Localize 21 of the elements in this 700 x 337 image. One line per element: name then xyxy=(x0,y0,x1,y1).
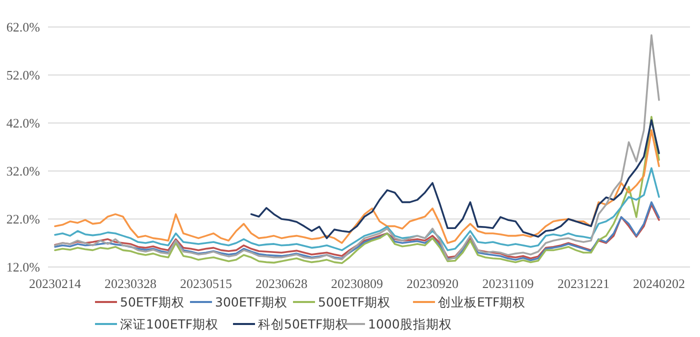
legend-label: 500ETF期权 xyxy=(318,294,391,310)
y-tick-label: 12.0% xyxy=(6,260,40,274)
legend-label: 50ETF期权 xyxy=(120,294,185,310)
x-tick-label: 20230214 xyxy=(29,276,82,291)
legend-label: 300ETF期权 xyxy=(215,294,288,310)
x-tick-label: 20240202 xyxy=(633,276,685,291)
legend-label: 深证100ETF期权 xyxy=(120,316,219,332)
legend-label: 创业板ETF期权 xyxy=(438,294,526,310)
x-tick-label: 20230515 xyxy=(180,276,232,291)
y-tick-label: 62.0% xyxy=(6,20,40,34)
y-tick-label: 32.0% xyxy=(6,164,40,178)
x-tick-label: 20230809 xyxy=(331,276,383,291)
x-tick-label: 20231221 xyxy=(558,276,610,291)
legend-label: 1000股指期权 xyxy=(368,316,452,332)
x-tick-label: 20230920 xyxy=(406,276,458,291)
y-tick-label: 52.0% xyxy=(6,68,40,82)
y-tick-label: 22.0% xyxy=(6,212,40,226)
x-tick-label: 20231109 xyxy=(482,276,534,291)
x-tick-label: 20230628 xyxy=(256,276,308,291)
x-tick-label: 20230328 xyxy=(104,276,156,291)
y-tick-label: 42.0% xyxy=(6,116,40,130)
